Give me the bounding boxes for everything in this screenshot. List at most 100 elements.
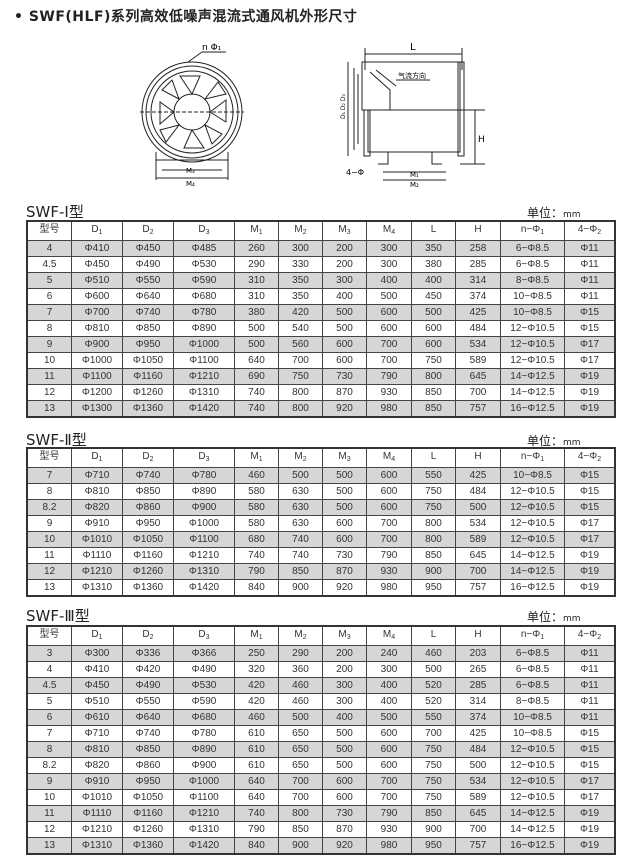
model-cell: 9 <box>26 773 72 790</box>
table-cell: 740 <box>234 400 279 418</box>
model-cell: 4.5 <box>26 677 72 694</box>
table-cell: 840 <box>234 837 279 855</box>
table-cell: 425 <box>455 304 501 321</box>
table-cell: 700 <box>366 336 412 353</box>
table-cell: 500 <box>322 320 367 337</box>
table-cell: 740 <box>234 805 279 822</box>
table-cell: 870 <box>322 563 367 580</box>
model-cell: 10 <box>26 531 72 548</box>
table-row: 12 Φ1200 Φ1260 Φ1310 740 800 870 930 850 700 14−Φ1… <box>26 384 616 401</box>
table-cell: Φ19 <box>564 563 616 580</box>
model-cell: 10 <box>26 789 72 806</box>
column-header-main: n−Φ <box>520 629 541 640</box>
table-cell: Φ1310 <box>173 821 235 838</box>
model-cell: 13 <box>26 400 72 418</box>
table-cell: 500 <box>322 467 367 484</box>
column-header-sub: 4 <box>391 229 396 236</box>
column-header-main: H <box>474 629 482 640</box>
table-cell: 314 <box>455 272 501 289</box>
column-header-sub: 1 <box>98 634 103 641</box>
column-header: D1 <box>71 625 123 646</box>
column-header-main: M <box>250 451 259 462</box>
table-cell: 420 <box>234 677 279 694</box>
table-cell: 6−Φ8.5 <box>500 240 565 257</box>
table-cell: 540 <box>278 320 323 337</box>
table-cell: Φ850 <box>122 483 174 500</box>
table-cell: Φ610 <box>71 709 123 726</box>
column-header: M1 <box>234 220 279 241</box>
table-cell: Φ1310 <box>173 563 235 580</box>
table-cell: Φ19 <box>564 547 616 564</box>
table-cell: 14−Φ12.5 <box>500 563 565 580</box>
table-cell: 265 <box>455 661 501 678</box>
table-caption: SWF-Ⅰ型 <box>26 203 84 221</box>
table-cell: 600 <box>366 741 412 758</box>
unit-label: 单位：mm <box>527 432 581 449</box>
table-cell: 645 <box>455 805 501 822</box>
table-cell: 500 <box>322 499 367 516</box>
table-cell: Φ850 <box>122 320 174 337</box>
table-cell: Φ11 <box>564 693 616 710</box>
table-cell: Φ450 <box>71 256 123 273</box>
table-cell: Φ510 <box>71 693 123 710</box>
table-cell: 16−Φ12.5 <box>500 400 565 418</box>
table-cell: 550 <box>411 709 456 726</box>
table-cell: 460 <box>234 467 279 484</box>
table-cell: 6−Φ8.5 <box>500 677 565 694</box>
column-header-sub: 2 <box>597 456 602 463</box>
table-cell: 850 <box>411 400 456 418</box>
table-cell: Φ740 <box>122 725 174 742</box>
table-cell: 6−Φ8.5 <box>500 645 565 662</box>
table-cell: 600 <box>366 304 412 321</box>
front-view-drawing <box>140 51 244 180</box>
column-header: 型号 <box>26 625 72 646</box>
table-cell: 350 <box>411 240 456 257</box>
table-cell: Φ1100 <box>71 368 123 385</box>
table-cell: 850 <box>278 821 323 838</box>
table-cell: 700 <box>455 563 501 580</box>
column-header-main: M <box>294 451 303 462</box>
table-cell: Φ1110 <box>71 805 123 822</box>
model-cell: 8 <box>26 741 72 758</box>
table-cell: Φ15 <box>564 320 616 337</box>
table-cell: 850 <box>411 547 456 564</box>
table-cell: 600 <box>366 467 412 484</box>
table-cell: Φ15 <box>564 483 616 500</box>
side-label-L: L <box>410 42 416 53</box>
column-header-main: D <box>91 451 99 462</box>
front-label-m4: M₄ <box>186 180 195 188</box>
column-header-sub: 3 <box>346 229 351 236</box>
table-cell: 790 <box>234 821 279 838</box>
table-cell: 10−Φ8.5 <box>500 288 565 305</box>
table-cell: Φ1310 <box>71 579 123 597</box>
table-cell: 750 <box>411 499 456 516</box>
table-cell: Φ1000 <box>173 773 235 790</box>
column-header-main: L <box>430 451 437 462</box>
table-row: 12 Φ1210 Φ1260 Φ1310 790 850 870 930 900 700 14−Φ1… <box>26 821 616 838</box>
table-cell: 450 <box>411 288 456 305</box>
column-header-main: H <box>474 451 482 462</box>
table-cell: 750 <box>411 352 456 369</box>
column-header-main: 型号 <box>39 224 60 235</box>
table-row: 6 Φ600 Φ640 Φ680 310 350 400 500 450 374 10−Φ8.5 Φ1… <box>26 288 616 305</box>
table-cell: 600 <box>322 789 367 806</box>
column-header-main: M <box>294 629 303 640</box>
column-header-main: D <box>198 224 206 235</box>
column-header-main: M <box>338 224 347 235</box>
column-header-sub: 1 <box>540 229 545 236</box>
side-label-m2: M₂ <box>410 181 419 189</box>
model-cell: 3 <box>26 645 72 662</box>
table-cell: 930 <box>366 384 412 401</box>
table-cell: 650 <box>278 741 323 758</box>
table-cell: 740 <box>234 547 279 564</box>
table-cell: Φ17 <box>564 515 616 532</box>
column-header: D2 <box>122 447 174 468</box>
column-header-sub: 1 <box>540 634 545 641</box>
table-cell: Φ1050 <box>122 789 174 806</box>
table-cell: Φ490 <box>173 661 235 678</box>
table-cell: Φ19 <box>564 400 616 418</box>
table-cell: 700 <box>366 531 412 548</box>
column-header-main: D <box>91 629 99 640</box>
table-cell: 500 <box>234 336 279 353</box>
